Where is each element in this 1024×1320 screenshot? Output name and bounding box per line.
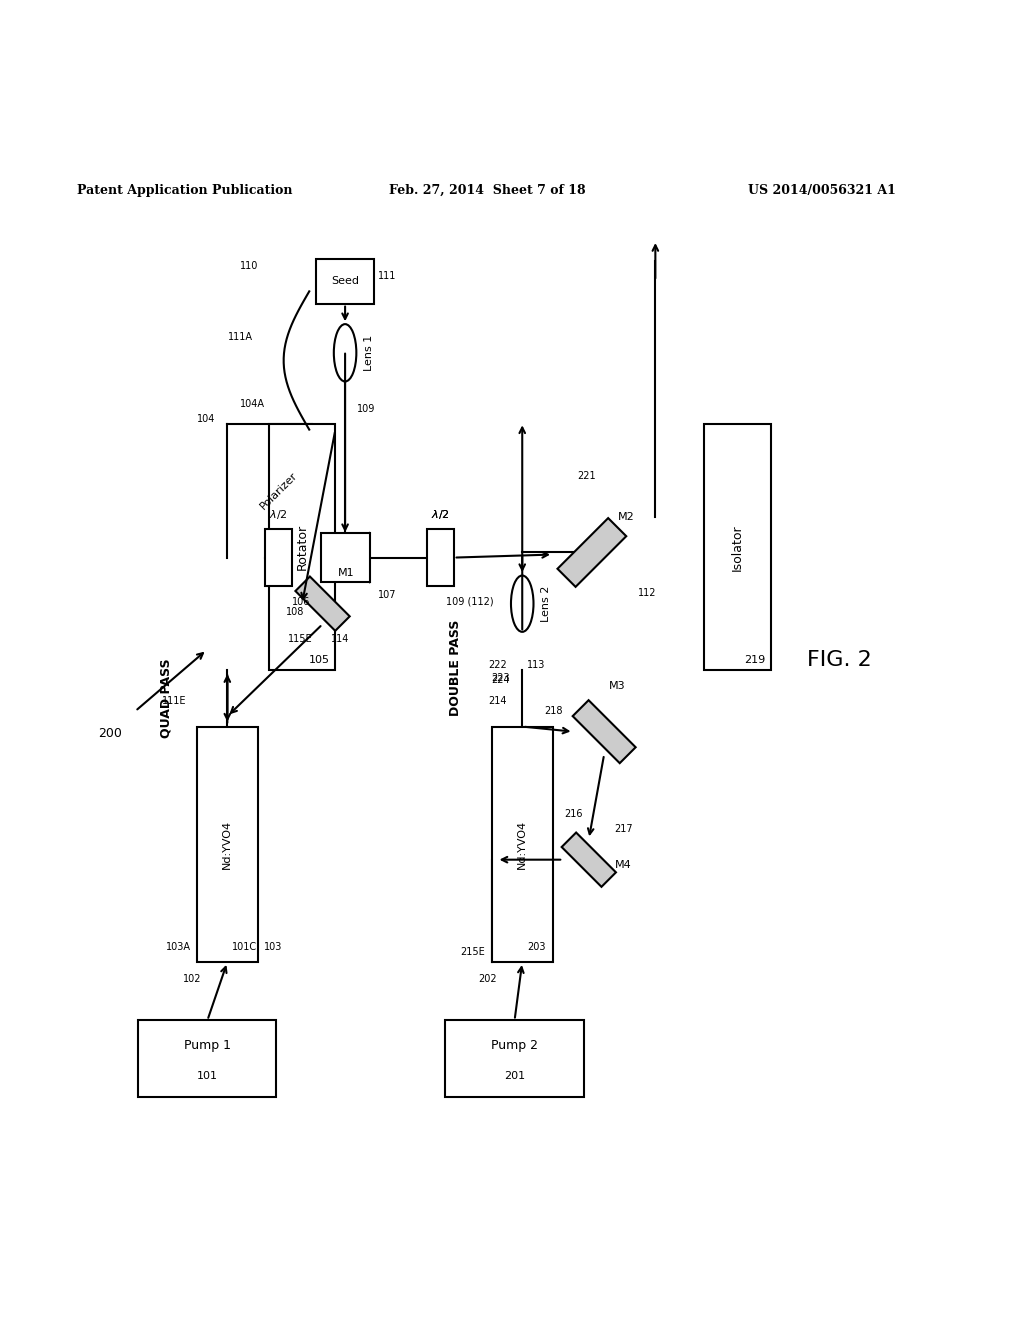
Text: 107: 107 [378, 590, 396, 601]
Text: Lens 2: Lens 2 [541, 586, 551, 622]
Text: 104A: 104A [240, 399, 264, 409]
Bar [321, 533, 370, 582]
Text: 103: 103 [264, 942, 283, 952]
Text: 110: 110 [240, 261, 258, 271]
Text: 108: 108 [286, 607, 304, 616]
Text: 112: 112 [638, 589, 656, 598]
Text: 201: 201 [504, 1071, 525, 1081]
Text: 111E: 111E [162, 696, 186, 706]
Text: M3: M3 [609, 681, 626, 690]
Text: 109 (112): 109 (112) [446, 597, 495, 606]
Text: Nd:YVO4: Nd:YVO4 [222, 820, 232, 869]
Text: 101: 101 [197, 1071, 218, 1081]
Text: 218: 218 [545, 706, 563, 717]
Text: Nd:YVO4: Nd:YVO4 [517, 820, 527, 869]
Text: M1: M1 [338, 568, 354, 578]
Bar [265, 529, 292, 586]
Bar [316, 259, 374, 304]
Polygon shape [561, 833, 616, 887]
Text: US 2014/0056321 A1: US 2014/0056321 A1 [748, 183, 895, 197]
Text: 219: 219 [744, 655, 765, 665]
Text: 109: 109 [357, 404, 376, 414]
Text: Rotator: Rotator [296, 524, 308, 570]
Text: QUAD PASS: QUAD PASS [160, 659, 172, 738]
Text: 223: 223 [492, 673, 510, 682]
Text: 114: 114 [331, 635, 349, 644]
Text: Feb. 27, 2014  Sheet 7 of 18: Feb. 27, 2014 Sheet 7 of 18 [389, 183, 586, 197]
Text: M2: M2 [617, 512, 634, 521]
Bar [268, 425, 335, 671]
Bar [492, 726, 553, 962]
Ellipse shape [334, 325, 356, 381]
Polygon shape [572, 700, 636, 763]
Bar [445, 1020, 584, 1097]
Polygon shape [557, 517, 627, 587]
Text: 217: 217 [614, 824, 633, 834]
Bar [138, 1020, 276, 1097]
Text: 215E: 215E [461, 946, 485, 957]
Ellipse shape [511, 576, 534, 632]
Text: $\lambda$/2: $\lambda$/2 [431, 508, 450, 521]
Text: 104: 104 [197, 414, 215, 424]
Text: 221: 221 [578, 471, 596, 480]
Text: 105: 105 [309, 655, 330, 665]
Text: 224: 224 [492, 676, 510, 685]
Text: Pump 2: Pump 2 [492, 1039, 538, 1052]
Text: Pump 1: Pump 1 [184, 1039, 230, 1052]
Text: $\lambda$/2: $\lambda$/2 [269, 508, 288, 521]
Text: 111: 111 [378, 271, 396, 281]
Text: 202: 202 [478, 974, 497, 985]
Text: 216: 216 [564, 809, 583, 818]
Bar [197, 726, 258, 962]
Text: Lens 1: Lens 1 [364, 335, 374, 371]
Text: 203: 203 [527, 942, 546, 952]
Text: 103A: 103A [166, 942, 190, 952]
Text: 200: 200 [97, 726, 122, 739]
Text: 115E: 115E [288, 635, 312, 644]
Text: FIG. 2: FIG. 2 [807, 649, 872, 671]
Text: 214: 214 [488, 696, 507, 706]
Text: 101C: 101C [232, 942, 258, 952]
Bar [427, 529, 454, 586]
Text: 111A: 111A [228, 333, 253, 342]
Text: 113: 113 [527, 660, 546, 671]
Text: Patent Application Publication: Patent Application Publication [77, 183, 292, 197]
Text: 102: 102 [183, 974, 202, 985]
Text: 106: 106 [292, 597, 310, 606]
Text: $\lambda$/2: $\lambda$/2 [431, 508, 450, 521]
Polygon shape [295, 577, 350, 631]
Text: Isolator: Isolator [731, 524, 743, 570]
Text: DOUBLE PASS: DOUBLE PASS [450, 619, 462, 715]
Text: M4: M4 [614, 859, 631, 870]
Text: Seed: Seed [331, 276, 359, 286]
Bar [705, 425, 770, 671]
Text: 222: 222 [488, 660, 507, 671]
Text: Polarizer: Polarizer [258, 470, 299, 512]
